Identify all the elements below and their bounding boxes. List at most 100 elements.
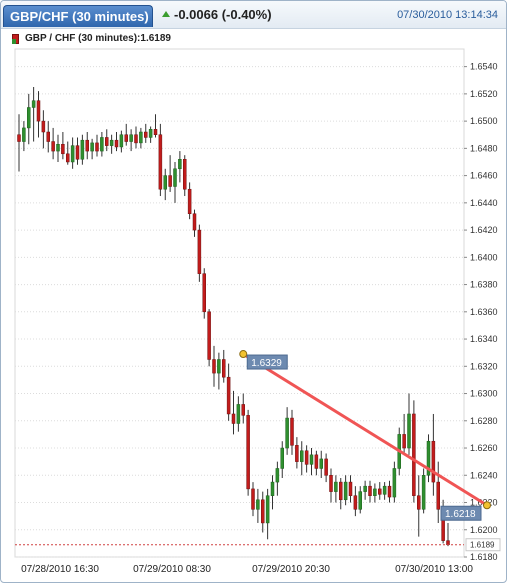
candle <box>17 134 21 142</box>
trend-start-label-box <box>246 354 288 370</box>
candle <box>334 481 338 492</box>
candle <box>446 540 450 545</box>
candle <box>378 488 382 495</box>
candle <box>105 137 109 146</box>
candle <box>217 359 221 374</box>
candle <box>226 376 231 415</box>
candle <box>100 137 104 152</box>
candle <box>36 100 41 122</box>
last-price-label: 1.6189 <box>470 541 495 550</box>
candle <box>324 458 328 476</box>
candle <box>31 100 36 108</box>
candle <box>134 134 138 144</box>
candle <box>382 485 387 495</box>
candle <box>261 499 265 524</box>
candle <box>319 458 323 469</box>
candle <box>270 481 275 496</box>
candle <box>231 413 236 424</box>
trend-end-handle <box>483 501 491 510</box>
trend-end-label-box <box>440 505 482 521</box>
candle <box>368 485 372 496</box>
x-tick-label: 07/29/2010 08:30 <box>133 564 211 575</box>
candle <box>402 434 406 449</box>
candle <box>197 229 202 274</box>
candle <box>309 454 314 465</box>
series-legend: GBP / CHF (30 minutes):1.6189 <box>25 33 171 44</box>
candle <box>392 468 397 498</box>
candle <box>407 413 411 449</box>
candle <box>80 139 85 160</box>
candle <box>339 481 343 501</box>
candle <box>241 404 245 416</box>
candle <box>251 488 255 510</box>
y-tick-label: 1.6380 <box>470 280 498 290</box>
candle <box>212 359 216 374</box>
chart-title-tab[interactable]: GBP/CHF (30 minutes) <box>3 5 153 27</box>
candle <box>61 144 65 155</box>
candle <box>246 415 250 490</box>
candle <box>114 139 119 148</box>
candle <box>129 134 133 142</box>
candle <box>275 468 280 483</box>
candle <box>421 475 426 510</box>
candle <box>304 450 309 465</box>
candle <box>431 440 436 483</box>
y-tick-label: 1.6460 <box>470 171 498 181</box>
candle <box>46 131 50 142</box>
y-tick-label: 1.6440 <box>470 198 498 208</box>
candle <box>158 134 163 190</box>
trend-start-label: 1.6329 <box>251 358 282 369</box>
candle <box>343 481 348 501</box>
x-tick-label: 07/29/2010 20:30 <box>252 564 330 575</box>
last-price-box <box>465 538 501 552</box>
candle <box>222 359 226 378</box>
candle <box>285 417 289 449</box>
candle <box>363 485 367 492</box>
candle <box>119 134 124 148</box>
y-tick-label: 1.6280 <box>470 416 498 426</box>
candle <box>348 481 353 496</box>
candle <box>353 495 358 510</box>
candle <box>417 495 421 510</box>
y-tick-label: 1.6260 <box>470 443 498 453</box>
candle <box>148 129 153 138</box>
candle <box>192 213 197 231</box>
candle <box>95 142 99 152</box>
candle <box>207 311 211 360</box>
candle <box>314 454 319 469</box>
candle <box>168 175 172 187</box>
candle <box>90 142 94 152</box>
trend-end-label: 1.6218 <box>445 509 476 520</box>
candle <box>109 139 114 146</box>
candle <box>22 127 26 142</box>
candle <box>236 404 241 424</box>
candle <box>124 134 128 142</box>
y-tick-label: 1.6200 <box>470 525 498 535</box>
x-tick-label: 07/30/2010 13:00 <box>395 564 473 575</box>
candle <box>300 450 304 462</box>
candlestick-legend-icon <box>12 34 19 44</box>
y-tick-label: 1.6420 <box>470 225 498 235</box>
candle <box>66 153 70 163</box>
candle <box>27 107 31 129</box>
y-tick-label: 1.6320 <box>470 361 498 371</box>
candle <box>329 475 333 492</box>
candle <box>41 120 46 133</box>
candle <box>144 131 148 138</box>
candle <box>75 145 80 160</box>
y-tick-label: 1.6240 <box>470 470 498 480</box>
chart-header: GBP/CHF (30 minutes) -0.0066 (-0.40%) 07… <box>1 1 506 29</box>
y-tick-label: 1.6360 <box>470 307 498 317</box>
price-change: -0.0066 (-0.40%) <box>174 7 272 22</box>
candle <box>183 158 187 190</box>
y-tick-label: 1.6180 <box>470 552 498 562</box>
up-arrow-icon <box>162 11 170 17</box>
timestamp: 07/30/2010 13:14:34 <box>397 9 498 21</box>
y-tick-label: 1.6520 <box>470 89 498 99</box>
candle <box>295 445 299 462</box>
trend-start-handle <box>239 350 248 359</box>
y-tick-label: 1.6480 <box>470 143 498 153</box>
candle <box>173 168 177 187</box>
candle <box>387 485 392 498</box>
